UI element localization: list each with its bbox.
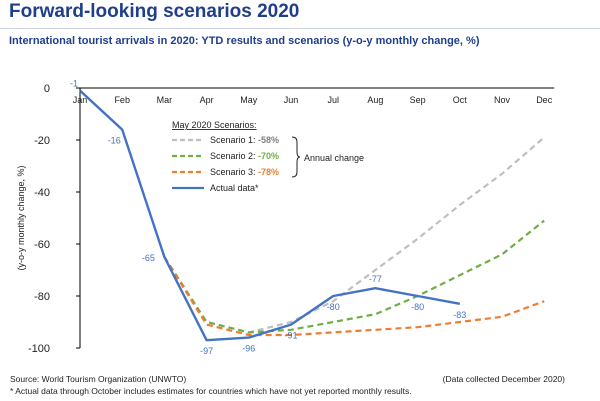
x-tick-label: Apr [200,95,214,105]
data-collected-note: (Data collected December 2020) [442,374,565,384]
data-label: -83 [453,310,466,320]
chart-legend: May 2020 Scenarios: Scenario 1: -58% Scena… [172,120,364,193]
x-tick-label: Jan [73,95,88,105]
x-tick-label: Feb [114,95,130,105]
x-tick-label: Oct [453,95,468,105]
legend-bracket [291,136,301,178]
y-tick-label: -40 [34,187,50,199]
title-divider [0,28,600,29]
data-label: -97 [200,346,213,356]
y-axis-title: (y-o-y monthly change, %) [16,165,26,270]
data-label: -80 [411,302,424,312]
source-note: Source: World Tourism Organization (UNWT… [10,374,187,384]
x-tick-label: Jun [284,95,299,105]
page-title: Forward-looking scenarios 2020 [9,1,300,22]
chart-axes: 0 -20 -40 -60 -80 -100 Jan Feb Mar Apr May Jun Jul Au… [16,83,555,355]
x-tick-label: Aug [367,95,383,105]
legend-label-2: Scenario 2: -70% [210,151,279,161]
y-tick-label: -80 [34,291,50,303]
legend-label-4: Actual data* [210,183,259,193]
legend-heading: May 2020 Scenarios: [172,120,257,130]
y-tick-label: -20 [34,135,50,147]
y-tick-label: -60 [34,239,50,251]
data-label: -1 [70,79,78,89]
legend-label-1: Scenario 1: -58% [210,135,279,145]
data-label: -96 [242,344,255,354]
footnote-text: * Actual data through October includes e… [10,386,412,396]
x-tick-label: Mar [157,95,173,105]
legend-label-3: Scenario 3: -78% [210,167,279,177]
series-line-4 [79,89,461,342]
series-line-2 [163,219,545,334]
chart-subtitle: International tourist arrivals in 2020: … [9,35,480,47]
data-label: -77 [369,274,382,284]
series-line-3 [163,256,545,337]
y-tick-label: 0 [44,83,50,95]
data-label: -16 [108,136,121,146]
annual-change-label: Annual change [304,153,364,163]
x-tick-label: Dec [536,95,553,105]
data-label: -91 [284,331,297,341]
data-label: -80 [327,302,340,312]
x-tick-label: May [240,95,258,105]
data-label: -65 [142,253,155,263]
data-labels-layer: -1 -16 -65 -97 -96 -91 -80 -77 -80 -83 [70,79,466,357]
x-tick-label: Jul [327,95,339,105]
series-layer [79,89,545,342]
x-tick-label: Nov [494,95,511,105]
x-tick-label: Sep [410,95,426,105]
y-tick-label: -100 [28,343,50,355]
